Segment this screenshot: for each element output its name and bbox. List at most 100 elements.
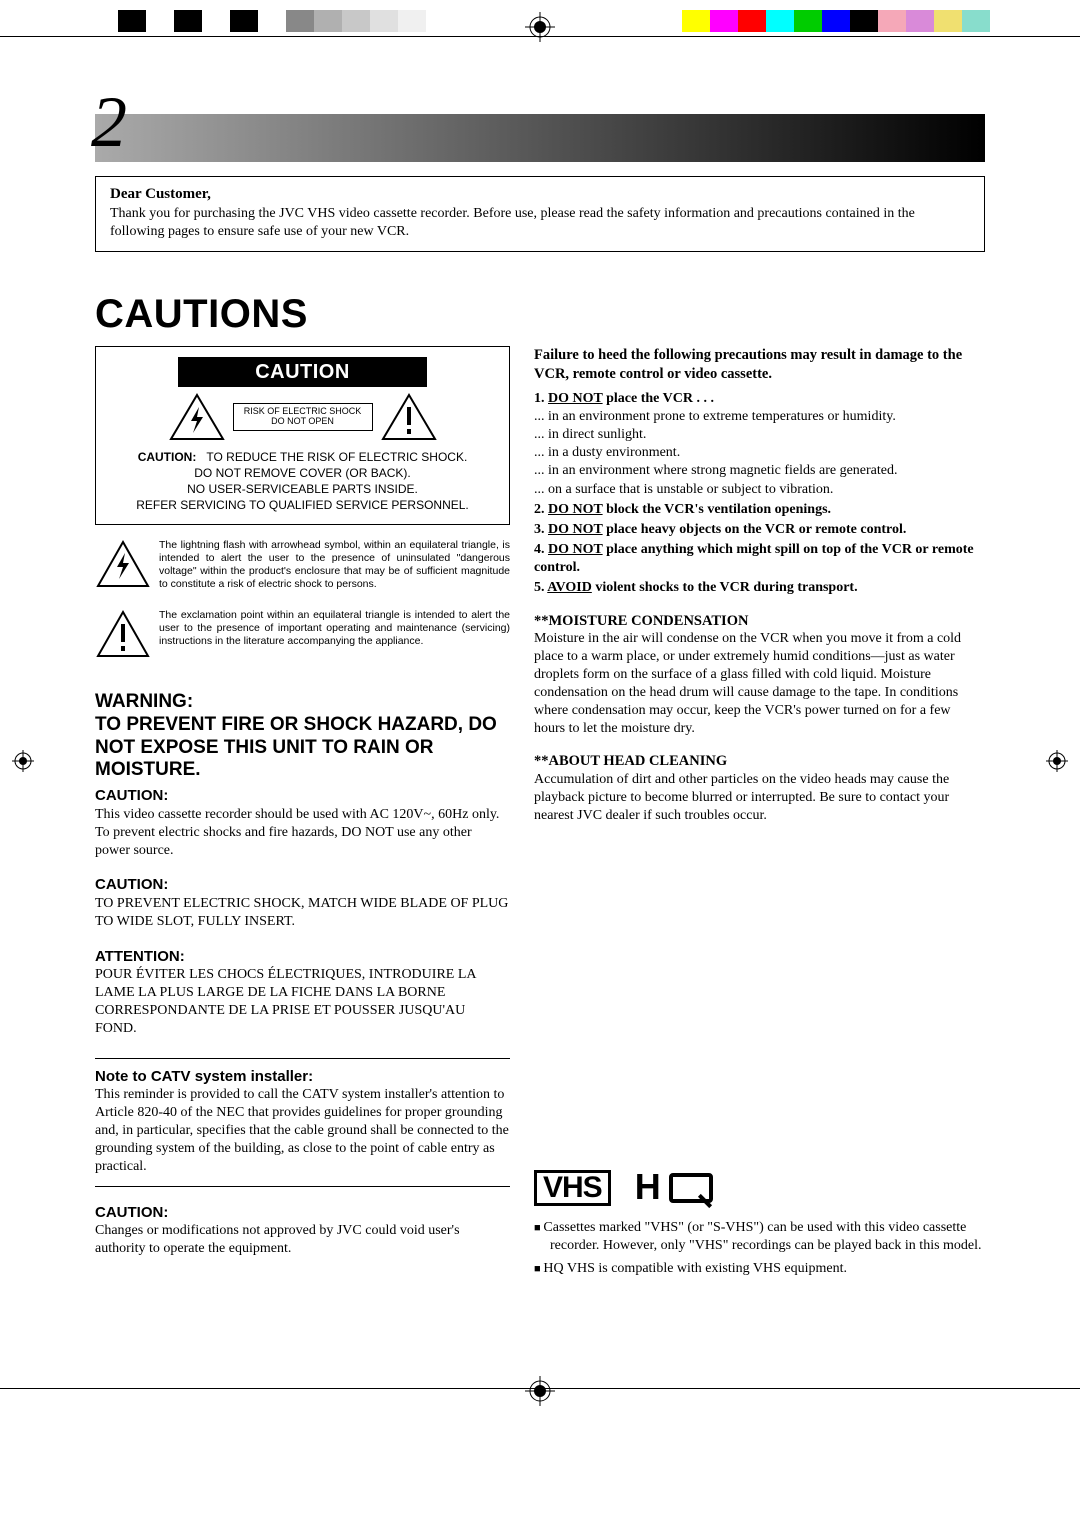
color-swatch (682, 10, 710, 32)
prec-3: 3. DO NOT place heavy objects on the VCR… (534, 521, 985, 539)
crop-mark-left (12, 750, 34, 772)
excl-triangle-icon (381, 393, 437, 441)
triangle-row: RISK OF ELECTRIC SHOCK DO NOT OPEN (108, 393, 497, 441)
prec-5: 5. AVOID violent shocks to the VCR durin… (534, 579, 985, 597)
color-swatch (314, 10, 342, 32)
color-swatch (258, 10, 286, 32)
excl-text: The exclamation point within an equilate… (159, 609, 510, 665)
cautions-heading: CAUTIONS (95, 288, 985, 340)
crop-mark-right (1046, 750, 1068, 772)
color-swatch (822, 10, 850, 32)
caution-box-body: CAUTION: TO REDUCE THE RISK OF ELECTRIC … (108, 449, 497, 514)
caution2-p: TO PREVENT ELECTRIC SHOCK, MATCH WIDE BL… (95, 895, 510, 931)
crop-line-top (0, 36, 1080, 37)
color-swatch (766, 10, 794, 32)
page: 2 Dear Customer, Thank you for purchasin… (0, 60, 1080, 1342)
moisture-p: Moisture in the air will condense on the… (534, 630, 985, 737)
color-swatch (342, 10, 370, 32)
right-column: Failure to heed the following precaution… (534, 346, 985, 1282)
caution-label-box: CAUTION RISK OF ELECTRIC SHOCK DO NOT OP… (95, 346, 510, 525)
color-swatch (906, 10, 934, 32)
n4-pre: 4. (534, 542, 548, 557)
n2-u: DO NOT (548, 502, 603, 517)
note-2: HQ VHS is compatible with existing VHS e… (534, 1260, 985, 1278)
caution3-p: Changes or modifications not approved by… (95, 1222, 510, 1258)
sublist-item: ... on a surface that is unstable or sub… (534, 481, 985, 499)
color-swatch (174, 10, 202, 32)
hq-h: H (635, 1164, 665, 1211)
excl-explanation: The exclamation point within an equilate… (95, 609, 510, 665)
attention-block: ATTENTION: POUR ÉVITER LES CHOCS ÉLECTRI… (95, 947, 510, 1038)
excl-triangle-icon (95, 609, 151, 665)
warning-line1: WARNING: (95, 691, 510, 714)
color-swatch (398, 10, 426, 32)
catv-box: Note to CATV system installer: This remi… (95, 1058, 510, 1187)
mini-line2: DO NOT OPEN (236, 417, 370, 427)
sublist-item: ... in an environment where strong magne… (534, 462, 985, 480)
attention-p: POUR ÉVITER LES CHOCS ÉLECTRIQUES, INTRO… (95, 966, 510, 1038)
prec-1-sublist: ... in an environment prone to extreme t… (534, 408, 985, 499)
color-swatch (286, 10, 314, 32)
n4-u: DO NOT (548, 542, 603, 557)
n5-pre: 5. (534, 580, 547, 595)
crop-center-top (525, 12, 555, 42)
crop-marks-bottom (0, 1372, 1080, 1432)
bolt-triangle-icon (95, 539, 151, 595)
color-swatch (146, 10, 174, 32)
color-swatch (794, 10, 822, 32)
color-bars-right (654, 10, 990, 32)
n5-post: violent shocks to the VCR during transpo… (592, 580, 858, 595)
warning-block: WARNING: TO PREVENT FIRE OR SHOCK HAZARD… (95, 691, 510, 859)
caution1-head: CAUTION: (95, 786, 510, 806)
logo-row: VHS H (534, 1164, 985, 1211)
vhs-logo: VHS (534, 1170, 611, 1206)
two-column-layout: CAUTION RISK OF ELECTRIC SHOCK DO NOT OP… (95, 346, 985, 1282)
hq-q-icon (669, 1173, 713, 1203)
caution1-p1: This video cassette recorder should be u… (95, 806, 510, 824)
crop-marks-top (0, 0, 1080, 60)
dear-title: Dear Customer, (110, 185, 970, 205)
n1-post: place the VCR . . . (603, 391, 714, 406)
color-swatch (370, 10, 398, 32)
bolt-explanation: The lightning flash with arrowhead symbo… (95, 539, 510, 595)
crop-center-bottom (525, 1376, 555, 1406)
warning-line2: TO PREVENT FIRE OR SHOCK HAZARD, DO NOT … (95, 714, 510, 782)
header-band: 2 (95, 114, 985, 162)
prec-1: 1. DO NOT place the VCR . . . ... in an … (534, 390, 985, 499)
n3-post: place heavy objects on the VCR or remote… (603, 522, 907, 537)
sublist-item: ... in direct sunlight. (534, 426, 985, 444)
color-swatch (962, 10, 990, 32)
n2-pre: 2. (534, 502, 548, 517)
n3-u: DO NOT (548, 522, 603, 537)
color-swatch (118, 10, 146, 32)
prec-4: 4. DO NOT place anything which might spi… (534, 541, 985, 577)
color-swatch (738, 10, 766, 32)
cb-lbl: CAUTION: (138, 450, 197, 464)
color-bars-left (90, 10, 426, 32)
bolt-text: The lightning flash with arrowhead symbo… (159, 539, 510, 595)
n5-u: AVOID (547, 580, 592, 595)
caution1-p2: To prevent electric shocks and fire haza… (95, 824, 510, 860)
hq-logo: H (635, 1164, 713, 1211)
color-swatch (878, 10, 906, 32)
headclean-p: Accumulation of dirt and other particles… (534, 771, 985, 825)
cb-l3: NO USER-SERVICEABLE PARTS INSIDE. (187, 482, 418, 496)
color-swatch (230, 10, 258, 32)
headclean-head: **ABOUT HEAD CLEANING (534, 752, 985, 771)
n2-post: block the VCR's ventilation openings. (603, 502, 831, 517)
cb-l2: DO NOT REMOVE COVER (OR BACK). (194, 466, 410, 480)
color-swatch (202, 10, 230, 32)
color-swatch (654, 10, 682, 32)
right-lead: Failure to heed the following precaution… (534, 346, 985, 384)
sublist-item: ... in a dusty environment. (534, 444, 985, 462)
n3-pre: 3. (534, 522, 548, 537)
n1-pre: 1. (534, 391, 548, 406)
cb-l4: REFER SERVICING TO QUALIFIED SERVICE PER… (136, 498, 469, 512)
caution3-block: CAUTION: Changes or modifications not ap… (95, 1203, 510, 1258)
moisture-head: **MOISTURE CONDENSATION (534, 612, 985, 631)
catv-p: This reminder is provided to call the CA… (95, 1086, 510, 1176)
left-column: CAUTION RISK OF ELECTRIC SHOCK DO NOT OP… (95, 346, 510, 1282)
dear-customer-box: Dear Customer, Thank you for purchasing … (95, 176, 985, 252)
n1-u: DO NOT (548, 391, 603, 406)
risk-mini-box: RISK OF ELECTRIC SHOCK DO NOT OPEN (233, 403, 373, 431)
